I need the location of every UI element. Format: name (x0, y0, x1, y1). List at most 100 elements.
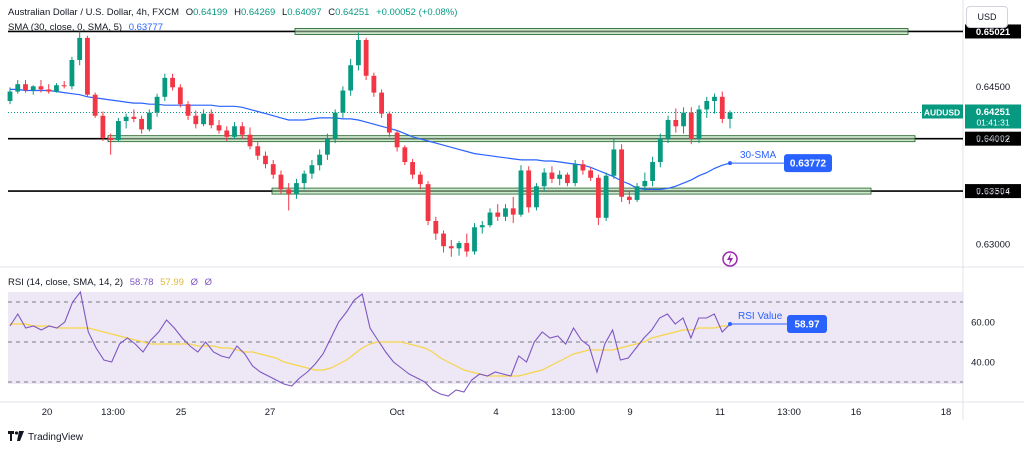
candle (626, 191, 632, 205)
event-lightning-icon[interactable] (722, 251, 738, 267)
candle-body (487, 212, 493, 226)
candle-body (510, 208, 516, 215)
candle (495, 204, 501, 221)
candle-body (727, 112, 733, 119)
rsi-legend-extra-2: Ø (204, 277, 213, 288)
currency-button[interactable]: USD (966, 6, 1008, 28)
ohlc-low-label: L (281, 7, 288, 18)
time-axis-tick: 16 (851, 407, 862, 418)
candle-body (208, 113, 214, 126)
candle-body (332, 112, 338, 139)
candle-body (394, 132, 400, 148)
candle (588, 167, 594, 181)
candle-body (603, 175, 609, 218)
rsi-legend[interactable]: RSI (14, close, SMA, 14, 2) 58.78 57.99 … (8, 277, 216, 288)
candle (201, 109, 206, 127)
candle (433, 216, 439, 240)
sma-legend[interactable]: SMA (30, close, 0, SMA, 5) 0.63777 (8, 22, 167, 33)
key-level-label: 0.65021 (976, 27, 1011, 38)
candle (239, 122, 245, 139)
candle-body (340, 90, 346, 113)
ohlc-close: 0.64251 (335, 7, 370, 18)
rsi-line[interactable] (9, 290, 731, 397)
candle (154, 93, 160, 117)
candle (85, 35, 90, 97)
candle-body (162, 77, 168, 97)
candle (503, 204, 508, 221)
current-price-label: 0.64251 (976, 107, 1011, 118)
tradingview-mark-icon (8, 431, 24, 444)
candle (526, 166, 532, 213)
candle-countdown: 01:41:31 (976, 117, 1009, 127)
candle (534, 183, 539, 211)
rsi-ma-line[interactable] (10, 323, 730, 377)
ohlc-high: 0.64269 (240, 7, 276, 18)
candle (162, 73, 168, 102)
candle (278, 170, 284, 194)
candle (549, 166, 555, 184)
candle-body (495, 212, 501, 217)
rsi-legend-value: 58.78 (129, 277, 154, 288)
ohlc-open: 0.64199 (193, 7, 228, 18)
candle (146, 109, 152, 132)
candle (704, 96, 710, 118)
candle (650, 156, 655, 187)
candle-body (216, 125, 222, 131)
candle-body (30, 86, 36, 91)
candle-body (263, 155, 268, 165)
candle (108, 133, 114, 155)
candle-body (688, 112, 694, 139)
candle-body (317, 154, 323, 166)
sma-legend-value: 0.63777 (128, 22, 164, 33)
support-resistance-zone[interactable] (107, 135, 916, 143)
time-axis-tick: 13:00 (551, 407, 575, 418)
candle-body (46, 89, 52, 92)
ohlc-change: +0.00052 (+0.08%) (376, 7, 458, 18)
candle (417, 171, 423, 190)
candle (348, 58, 354, 96)
candle (371, 72, 377, 97)
support-resistance-zone[interactable] (271, 187, 872, 195)
candle (15, 79, 21, 94)
candle (611, 138, 617, 179)
candle (131, 109, 137, 123)
candle-body (595, 177, 601, 218)
candle-body (325, 138, 330, 155)
ohlc-close-label: C (328, 7, 336, 18)
candle (472, 223, 477, 255)
candle (518, 165, 524, 217)
candle (402, 145, 408, 166)
candle (270, 159, 276, 179)
candle-body (38, 86, 44, 90)
candle-body (518, 170, 524, 215)
candle (712, 93, 717, 114)
candle (681, 107, 686, 134)
candle-body (239, 126, 245, 135)
candle-body (456, 243, 462, 249)
sma-line[interactable] (10, 88, 731, 190)
candle-body (696, 109, 702, 139)
candle-body (657, 138, 663, 163)
candle-body (572, 164, 578, 184)
candle-body (681, 112, 686, 127)
time-axis-tick: 13:00 (777, 407, 801, 418)
rsi-callout-box (787, 315, 827, 334)
candle (301, 170, 307, 190)
candle-body (479, 225, 485, 228)
support-resistance-zone[interactable] (294, 28, 909, 35)
candle-body (7, 91, 13, 102)
candle-body (704, 101, 710, 110)
sma-callout-box (784, 154, 832, 173)
candle (510, 196, 516, 224)
candle (479, 220, 485, 234)
candle (139, 115, 145, 134)
tradingview-logo[interactable]: TradingView (8, 431, 83, 444)
candle-body (626, 196, 632, 200)
candle-body (270, 164, 276, 175)
candle (7, 87, 13, 105)
candle (425, 180, 431, 226)
candle-body (294, 183, 299, 194)
candle (263, 151, 268, 169)
candle (77, 31, 83, 66)
